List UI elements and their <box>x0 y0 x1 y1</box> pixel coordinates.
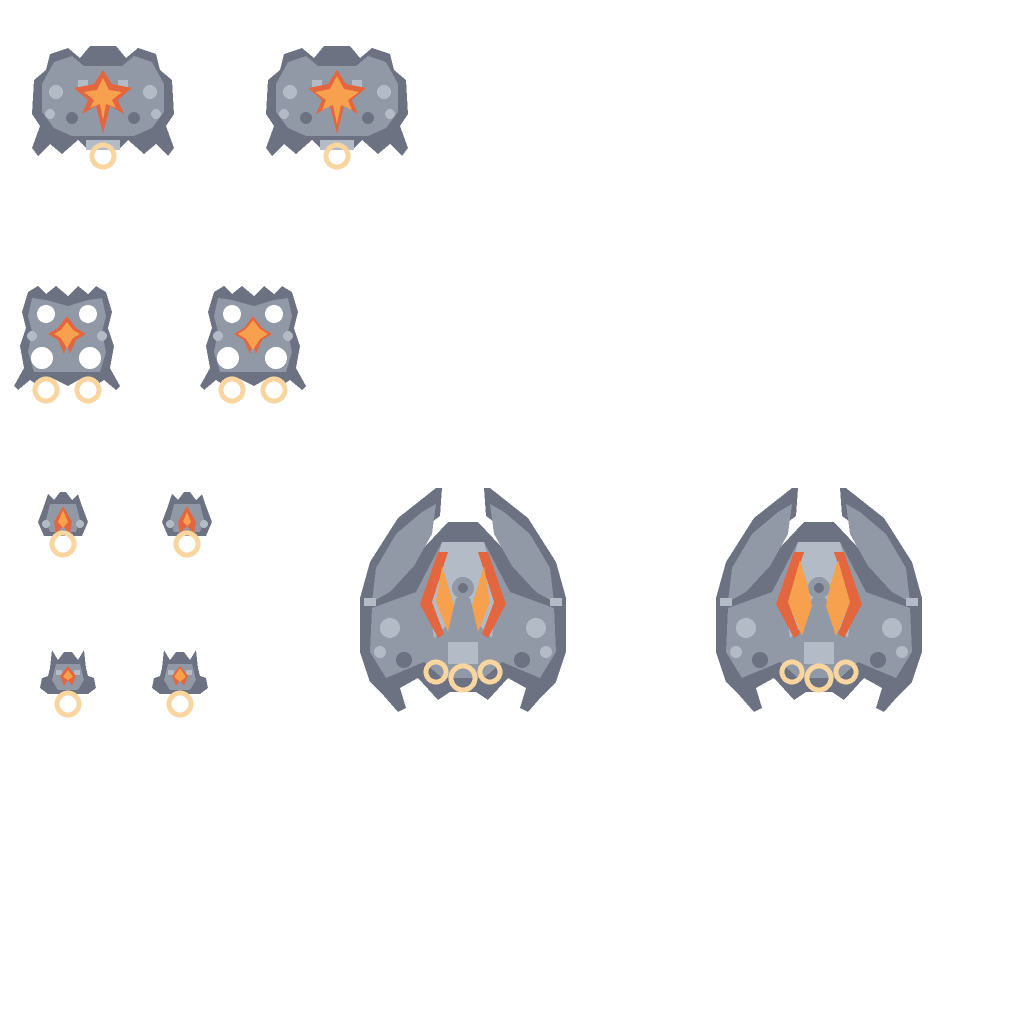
alien-crab-ship-icon <box>28 44 178 172</box>
alien-scout-ship-icon <box>36 490 90 560</box>
alien-boss-ship-icon <box>708 482 930 722</box>
alien-drone-ship-icon <box>38 646 98 720</box>
alien-twin-pod-ship-icon <box>198 282 308 406</box>
alien-twin-pod-ship-icon <box>12 282 122 406</box>
alien-crab-ship-icon <box>262 44 412 172</box>
alien-scout-ship-icon <box>160 490 214 560</box>
alien-drone-ship-icon <box>150 646 210 720</box>
alien-boss-ship-icon <box>352 482 574 722</box>
